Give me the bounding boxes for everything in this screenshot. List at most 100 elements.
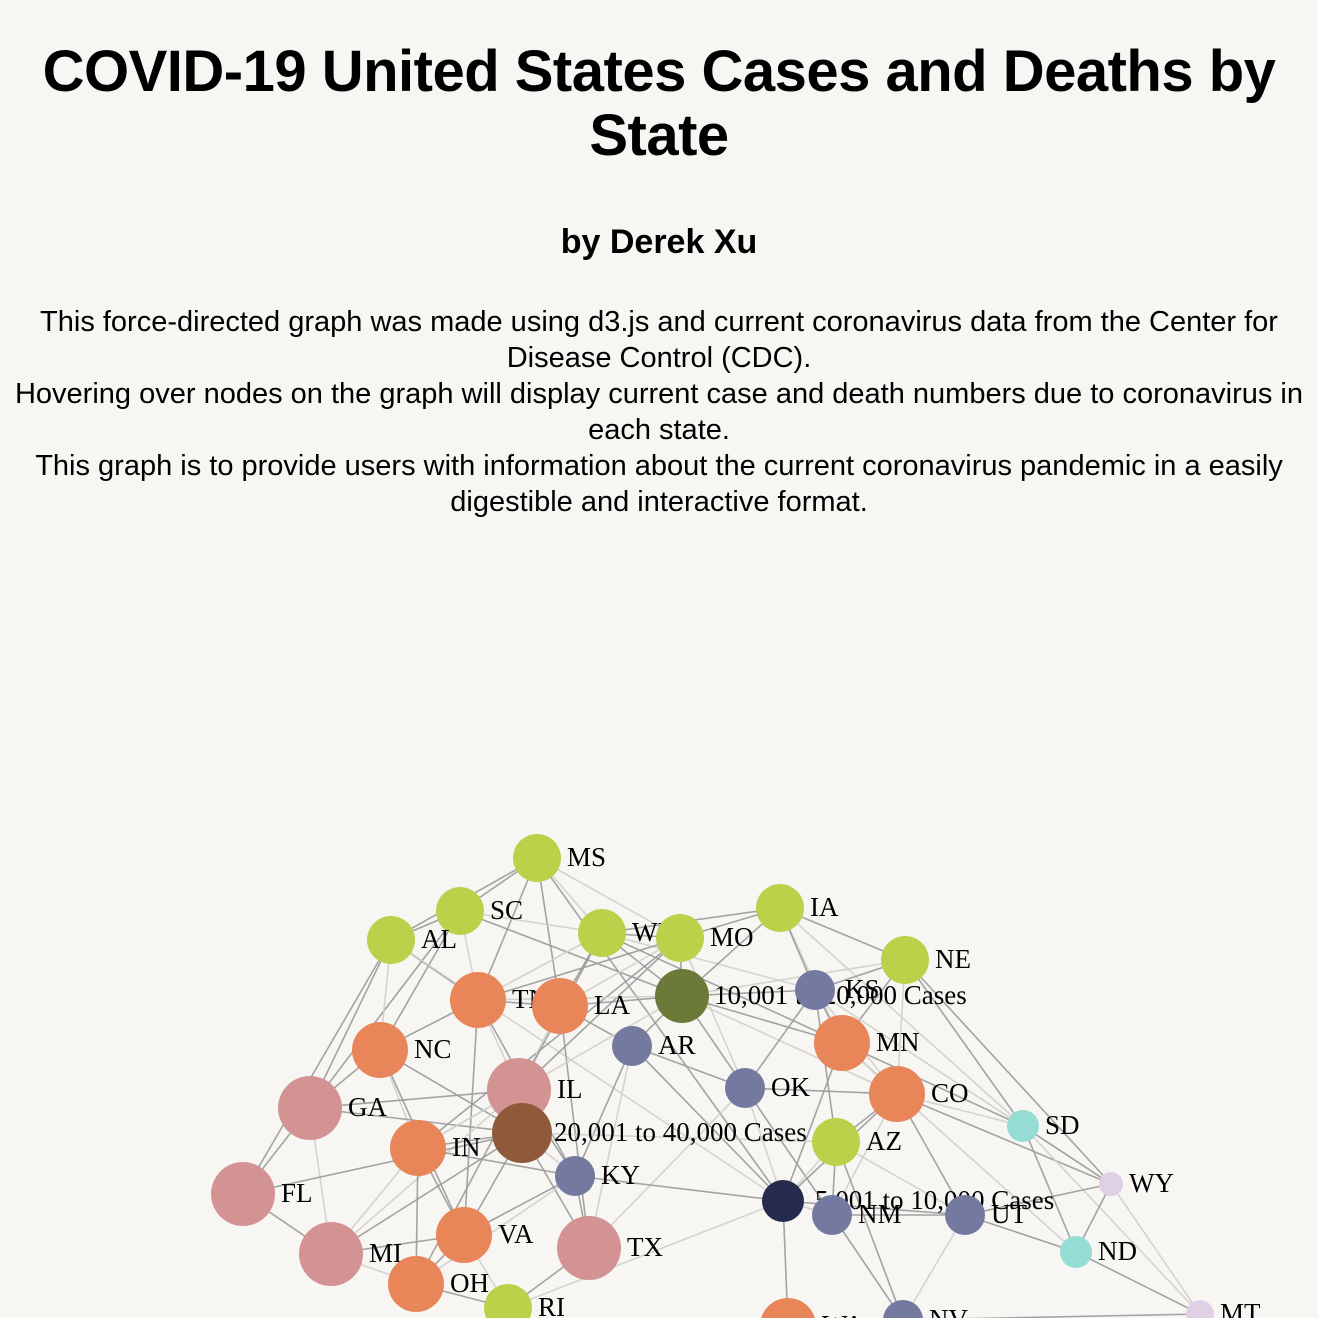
node-label: AL [421,924,457,954]
node-mi[interactable]: MI [299,1222,402,1286]
node-sd[interactable]: SD [1007,1110,1080,1142]
node-circle[interactable] [492,1103,552,1163]
graph-link [415,1175,576,1285]
node-ne[interactable]: NE [881,936,971,984]
node-circle[interactable] [555,1156,595,1196]
page-byline: by Derek Xu [560,223,758,261]
node-label: IN [452,1132,481,1162]
node-ky[interactable]: KY [555,1156,640,1196]
node-wy[interactable]: WY [1099,1168,1174,1198]
node-circle[interactable] [388,1256,444,1312]
node-circle[interactable] [278,1076,342,1140]
node-sc[interactable]: SC [436,887,523,935]
node-wa[interactable]: WA [760,1298,864,1318]
node-label: SD [1045,1110,1080,1140]
node-circle[interactable] [484,1284,532,1318]
node-circle[interactable] [655,969,709,1023]
node-circle[interactable] [656,914,704,962]
node-circle[interactable] [299,1222,363,1286]
graph-link [559,1005,590,1249]
node-circle[interactable] [1007,1110,1039,1142]
node-circle[interactable] [578,909,626,957]
node-circle[interactable] [532,978,588,1034]
node-va[interactable]: VA [436,1207,534,1263]
page-description: This force-directed graph was made using… [0,304,1318,520]
node-label: SC [490,895,523,925]
node-ut[interactable]: UT [945,1195,1027,1235]
graph-link [841,1042,1024,1127]
node-mo[interactable]: MO [656,914,754,962]
node-label: KS [845,974,880,1004]
node-ks[interactable]: KS [795,970,880,1010]
node-label: AR [658,1030,696,1060]
graph-link [574,1045,633,1177]
node-circle[interactable] [869,1066,925,1122]
node-circle[interactable] [436,887,484,935]
node-circle[interactable] [367,916,415,964]
graph-link [1075,1251,1201,1315]
node-ia[interactable]: IA [756,884,839,932]
node-circle[interactable] [450,972,506,1028]
node-circle[interactable] [436,1207,492,1263]
node-circle[interactable] [812,1195,852,1235]
graph-link [814,989,837,1143]
graph-link [904,959,1112,1185]
node-circle[interactable] [812,1118,860,1166]
node-label: MN [876,1027,920,1057]
description-line: This graph is to provide users with info… [35,450,1283,518]
node-circle[interactable] [390,1120,446,1176]
node-ok[interactable]: OK [725,1068,810,1108]
node-circle[interactable] [1060,1236,1092,1268]
node-circle[interactable] [881,936,929,984]
node-circle[interactable] [760,1298,816,1318]
node-circle[interactable] [762,1180,804,1222]
node-circle[interactable] [756,884,804,932]
graph-link [681,995,898,1095]
description-line: Hovering over nodes on the graph will di… [14,378,1304,446]
node-circle[interactable] [211,1162,275,1226]
node-hub1[interactable]: 20,001 to 40,000 Cases [492,1103,807,1163]
node-ga[interactable]: GA [278,1076,387,1140]
node-tx[interactable]: TX [557,1216,663,1280]
node-label: NE [935,944,971,974]
node-label: GA [348,1092,387,1122]
node-ms[interactable]: MS [513,834,606,882]
node-nm[interactable]: NM [812,1195,902,1235]
node-circle[interactable] [1186,1300,1214,1318]
node-label: NC [414,1034,452,1064]
node-in[interactable]: IN [390,1120,481,1176]
node-oh[interactable]: OH [388,1256,489,1312]
node-hub2[interactable]: 10,001 to 20,000 Cases [655,969,967,1023]
node-circle[interactable] [814,1015,870,1071]
graph-link [477,937,681,1001]
node-circle[interactable] [352,1022,408,1078]
node-mn[interactable]: MN [814,1015,920,1071]
node-circle[interactable] [513,834,561,882]
node-circle[interactable] [725,1068,765,1108]
node-circle[interactable] [1099,1172,1123,1196]
node-fl[interactable]: FL [211,1162,313,1226]
node-nd[interactable]: ND [1060,1236,1137,1268]
node-nc[interactable]: NC [352,1022,452,1078]
node-circle[interactable] [795,970,835,1010]
node-az[interactable]: AZ [812,1118,902,1166]
node-nv[interactable]: NV [883,1300,968,1318]
node-ar[interactable]: AR [612,1026,696,1066]
node-label: 20,001 to 40,000 Cases [554,1117,807,1147]
page-title: COVID-19 United States Cases and Deaths … [42,39,1276,168]
node-circle[interactable] [557,1216,621,1280]
node-hub3[interactable]: 5,001 to 10,000 Cases [762,1180,1054,1222]
node-co[interactable]: CO [869,1066,969,1122]
node-la[interactable]: LA [532,978,630,1034]
node-mt[interactable]: MT [1186,1298,1261,1318]
node-circle[interactable] [883,1300,923,1318]
node-circle[interactable] [945,1195,985,1235]
node-al[interactable]: AL [367,916,457,964]
graph-link [330,1132,523,1255]
node-ri[interactable]: RI [484,1284,565,1318]
graph-link [679,937,746,1089]
node-circle[interactable] [612,1026,652,1066]
graph-link [1022,1125,1077,1253]
graph-link [574,1175,784,1202]
